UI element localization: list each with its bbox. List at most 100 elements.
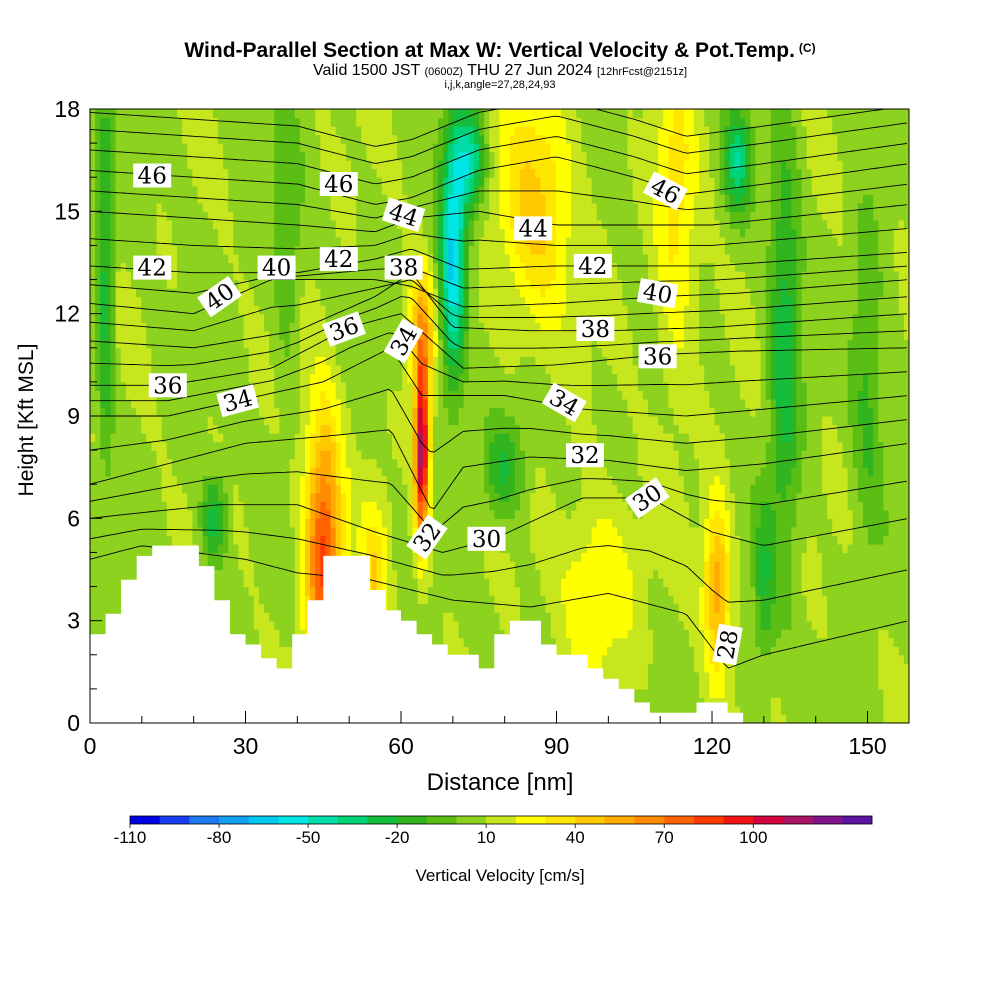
w-cell [617, 535, 623, 545]
w-cell [755, 629, 762, 639]
w-cell [473, 467, 480, 477]
w-cell [765, 680, 772, 690]
w-cell [612, 620, 618, 630]
w-cell [668, 595, 675, 605]
w-cell [821, 637, 828, 647]
w-cell [519, 595, 526, 605]
w-cell [714, 612, 721, 622]
w-cell [734, 578, 741, 588]
w-cell [612, 484, 618, 494]
w-cell [750, 475, 757, 485]
w-cell [770, 586, 777, 596]
w-cell [637, 697, 644, 707]
w-cell [494, 578, 501, 588]
w-cell [146, 509, 153, 519]
w-cell [857, 509, 864, 519]
w-cell [417, 603, 424, 613]
w-cell [530, 526, 536, 536]
w-cell [878, 535, 885, 545]
w-cell [463, 501, 470, 511]
w-cell [90, 501, 96, 511]
w-cell [760, 578, 767, 588]
w-cell [893, 654, 900, 664]
w-cell [530, 612, 536, 622]
w-cell [504, 569, 511, 579]
w-cell [284, 552, 291, 562]
w-cell [760, 595, 767, 605]
w-cell [315, 484, 321, 494]
w-cell [888, 654, 895, 664]
w-cell [903, 552, 909, 562]
w-cell [673, 467, 680, 477]
w-cell [642, 646, 649, 656]
w-cell [427, 509, 434, 519]
w-cell [95, 629, 101, 639]
w-cell [637, 603, 644, 613]
w-cell [479, 612, 485, 622]
w-cell [356, 509, 362, 519]
w-cell [893, 578, 900, 588]
w-cell [555, 526, 562, 536]
w-cell [796, 492, 803, 502]
w-cell [632, 680, 639, 690]
w-cell [100, 501, 106, 511]
w-cell [233, 543, 240, 554]
w-cell [791, 595, 797, 605]
w-cell [591, 543, 598, 554]
w-cell [294, 543, 301, 554]
w-cell [315, 543, 321, 554]
w-cell [284, 586, 291, 596]
w-cell [90, 492, 96, 502]
w-cell [223, 569, 229, 579]
w-cell [310, 595, 316, 605]
w-cell [888, 560, 895, 571]
w-cell [847, 569, 854, 579]
w-cell [499, 629, 506, 639]
w-cell [243, 518, 250, 528]
w-cell [417, 629, 424, 639]
w-cell [678, 705, 685, 716]
w-cell [115, 450, 122, 460]
w-cell [146, 543, 153, 554]
w-cell [658, 543, 664, 554]
w-cell [177, 475, 183, 485]
w-cell [760, 501, 767, 511]
w-cell [386, 492, 393, 502]
w-cell [755, 492, 762, 502]
w-cell [775, 671, 782, 681]
w-cell [745, 671, 751, 681]
w-cell [683, 509, 690, 519]
w-cell [821, 595, 828, 605]
w-cell [883, 467, 890, 477]
w-cell [755, 688, 762, 699]
w-cell [576, 578, 582, 588]
w-cell [673, 603, 680, 613]
w-cell [663, 620, 670, 630]
w-cell [658, 680, 664, 690]
w-cell [530, 535, 536, 545]
w-cell [673, 663, 680, 673]
w-cell [473, 637, 480, 647]
w-cell [842, 560, 849, 571]
w-cell [228, 578, 234, 588]
w-cell [816, 620, 823, 630]
w-cell [750, 637, 757, 647]
w-cell [299, 492, 306, 502]
w-cell [320, 569, 327, 579]
w-cell [105, 560, 112, 571]
w-cell [673, 543, 680, 554]
w-cell [873, 705, 879, 716]
w-cell [535, 526, 542, 536]
w-cell [837, 612, 844, 622]
w-cell [371, 543, 378, 554]
w-cell [248, 595, 255, 605]
w-cell [233, 569, 240, 579]
w-cell [202, 492, 209, 502]
w-cell [801, 654, 808, 664]
w-cell [402, 535, 408, 545]
w-cell [509, 560, 516, 571]
w-cell [484, 484, 490, 494]
w-cell [688, 543, 695, 554]
w-cell [801, 637, 808, 647]
w-cell [105, 467, 112, 477]
